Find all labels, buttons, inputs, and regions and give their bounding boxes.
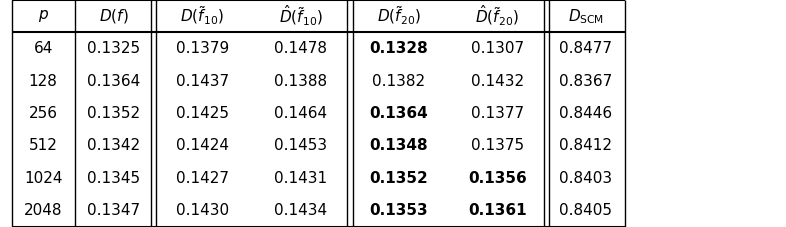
Text: 0.1425: 0.1425 (176, 106, 229, 121)
Text: 0.8446: 0.8446 (559, 106, 612, 121)
Text: 256: 256 (29, 106, 57, 121)
Text: 0.1478: 0.1478 (274, 41, 327, 56)
Text: 0.1434: 0.1434 (274, 203, 327, 218)
Text: 0.8477: 0.8477 (559, 41, 612, 56)
Text: 0.1342: 0.1342 (87, 138, 141, 153)
Text: 0.1347: 0.1347 (87, 203, 141, 218)
Text: 0.1453: 0.1453 (274, 138, 327, 153)
Text: $D(\tilde{f}_{10})$: $D(\tilde{f}_{10})$ (181, 5, 224, 27)
Text: 0.1328: 0.1328 (369, 41, 428, 56)
Text: 0.8405: 0.8405 (559, 203, 612, 218)
Text: 0.8412: 0.8412 (559, 138, 612, 153)
Text: 0.1431: 0.1431 (274, 171, 327, 186)
Text: $\hat{D}(\tilde{f}_{10})$: $\hat{D}(\tilde{f}_{10})$ (279, 4, 322, 28)
Text: 0.1325: 0.1325 (87, 41, 141, 56)
Text: 0.8403: 0.8403 (559, 171, 612, 186)
Text: 0.1430: 0.1430 (176, 203, 229, 218)
Text: $p$: $p$ (38, 8, 49, 24)
Text: 0.1356: 0.1356 (468, 171, 527, 186)
Text: 0.1464: 0.1464 (274, 106, 327, 121)
Text: 2048: 2048 (24, 203, 62, 218)
Text: 0.1348: 0.1348 (369, 138, 428, 153)
Text: 0.1353: 0.1353 (369, 203, 428, 218)
Text: 512: 512 (29, 138, 57, 153)
Text: 0.1427: 0.1427 (176, 171, 229, 186)
Text: 0.1375: 0.1375 (471, 138, 523, 153)
Text: 0.1364: 0.1364 (369, 106, 428, 121)
Text: 0.1345: 0.1345 (87, 171, 141, 186)
Text: 128: 128 (29, 74, 57, 89)
Text: $D(\tilde{f}_{20})$: $D(\tilde{f}_{20})$ (377, 5, 421, 27)
Text: 1024: 1024 (24, 171, 62, 186)
Text: 0.1377: 0.1377 (471, 106, 523, 121)
Text: 0.1382: 0.1382 (373, 74, 425, 89)
Text: $D(f)$: $D(f)$ (99, 7, 129, 25)
Text: 0.1379: 0.1379 (176, 41, 229, 56)
Text: $\hat{D}(\tilde{f}_{20})$: $\hat{D}(\tilde{f}_{20})$ (476, 4, 519, 28)
Text: 0.1352: 0.1352 (369, 171, 428, 186)
Text: $D_{\mathrm{SCM}}$: $D_{\mathrm{SCM}}$ (567, 7, 604, 26)
Text: 0.1352: 0.1352 (87, 106, 141, 121)
Text: 0.1361: 0.1361 (468, 203, 527, 218)
Text: 0.8367: 0.8367 (559, 74, 612, 89)
Text: 0.1388: 0.1388 (274, 74, 327, 89)
Text: 0.1307: 0.1307 (471, 41, 523, 56)
Text: 0.1437: 0.1437 (176, 74, 229, 89)
Text: 0.1432: 0.1432 (471, 74, 523, 89)
Text: 0.1364: 0.1364 (87, 74, 141, 89)
Text: 64: 64 (34, 41, 53, 56)
Text: 0.1424: 0.1424 (176, 138, 229, 153)
